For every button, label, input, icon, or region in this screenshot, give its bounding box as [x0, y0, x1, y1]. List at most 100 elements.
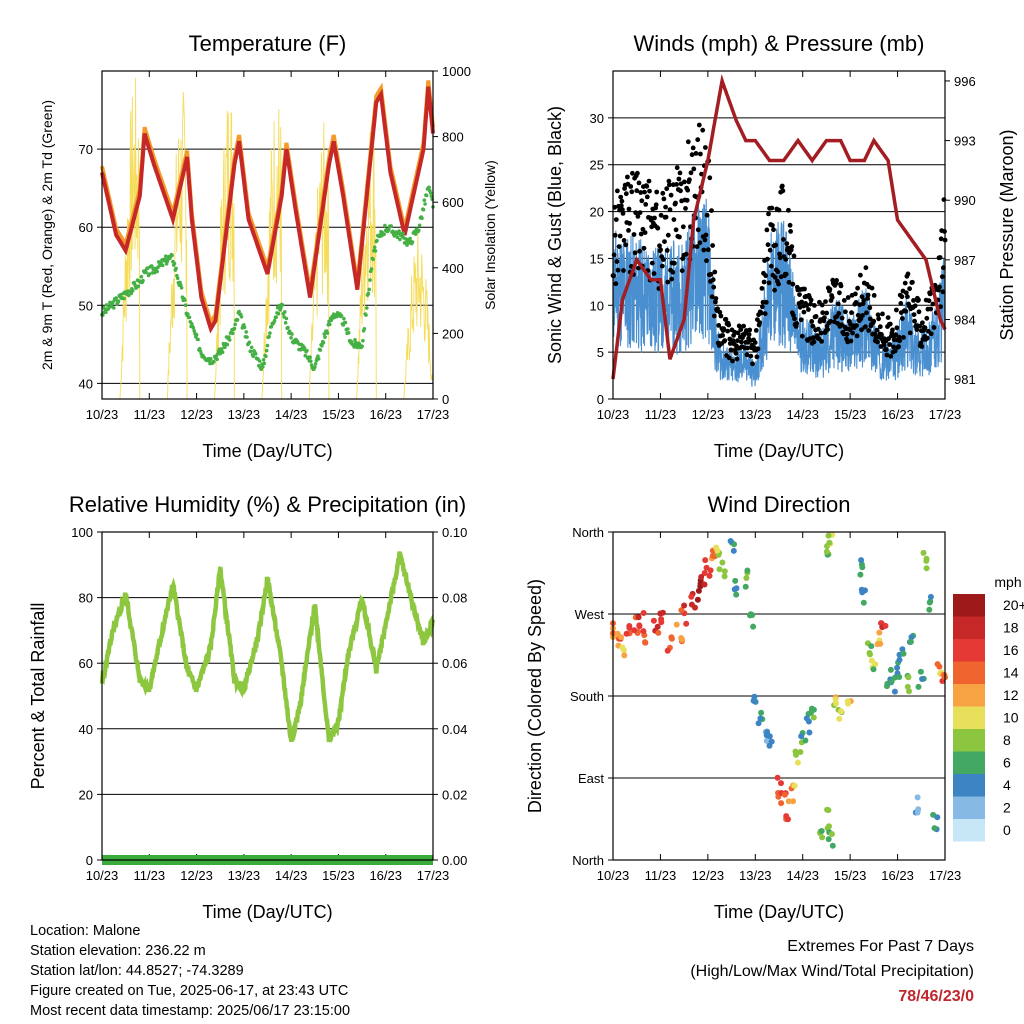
gust-point — [763, 273, 769, 279]
dewpoint-point — [220, 350, 225, 355]
gust-point — [879, 332, 884, 337]
gust-point — [679, 268, 685, 274]
y-tick-label: 20 — [79, 787, 93, 802]
gust-point — [766, 280, 772, 286]
y-right-tick-label: 0.00 — [442, 853, 467, 868]
y-right-tick-label: 200 — [442, 326, 464, 341]
dewpoint-point — [232, 326, 237, 331]
extremes-subtitle: (High/Low/Max Wind/Total Precipitation) — [690, 963, 974, 980]
x-tick-label: 14/23 — [786, 407, 819, 422]
gust-point — [772, 274, 778, 280]
y-right-tick-label: 800 — [442, 130, 464, 145]
dewpoint-point — [289, 336, 293, 340]
y-right-tick-label: 600 — [442, 195, 464, 210]
winds-chart: Winds (mph) & Pressure (mb) 10/23 11/23 12/… — [545, 31, 1017, 461]
gust-point — [797, 292, 802, 297]
direction-point — [688, 601, 695, 608]
gust-point — [781, 237, 786, 242]
direction-point — [919, 676, 926, 682]
gust-point — [674, 182, 679, 187]
temp-2m-line — [100, 86, 435, 334]
gust-point — [685, 187, 691, 193]
x-tick-label: 11/23 — [133, 868, 165, 883]
direction-point — [904, 683, 911, 690]
direction-point — [807, 709, 814, 716]
gust-point — [638, 231, 644, 237]
direction-point — [862, 587, 868, 594]
gust-point — [695, 227, 701, 233]
direction-point — [896, 674, 903, 680]
direction-point — [695, 587, 702, 594]
direction-point — [825, 532, 832, 539]
gust-point — [745, 345, 750, 351]
dewpoint-point — [170, 253, 174, 258]
y-tick-label: 40 — [79, 722, 93, 737]
colorbar-title: mph — [994, 574, 1021, 590]
direction-point — [797, 749, 804, 755]
gust-point — [664, 248, 670, 253]
gust-point — [854, 323, 859, 328]
x-axis-label: Time (Day/UTC) — [202, 441, 332, 461]
gust-point — [753, 328, 759, 333]
colorbar-swatch — [953, 796, 985, 819]
gust-point — [697, 240, 703, 246]
direction-point — [858, 557, 865, 564]
plot-frame — [612, 70, 946, 400]
dewpoint-point — [227, 335, 231, 339]
temperature-chart: Temperature (F) 10/23 11/23 12/23 13/23 14/23… — [39, 31, 498, 461]
gust-point — [613, 217, 619, 223]
gust-point — [626, 228, 631, 233]
extremes-values: 78/46/23/0 — [898, 988, 974, 1005]
gust-point — [853, 300, 859, 305]
direction-point — [823, 548, 830, 555]
gust-point — [892, 348, 898, 354]
y-right-tick-label: 0.06 — [442, 656, 467, 671]
gust-point — [765, 242, 771, 248]
dewpoint-point — [346, 331, 351, 335]
gust-point — [638, 190, 644, 195]
gust-point — [698, 151, 703, 157]
gust-point — [663, 214, 669, 220]
x-tick-label: 11/23 — [133, 407, 165, 422]
y-axis-right-label: Station Pressure (Maroon) — [997, 129, 1017, 340]
dewpoint-point — [267, 334, 271, 339]
y-right-tick-label: 996 — [954, 74, 976, 89]
direction-point — [927, 593, 934, 600]
gust-point — [695, 137, 701, 143]
gust-point — [735, 338, 740, 344]
colorbar-label: 20+ — [1003, 597, 1024, 613]
y-tick-label: 0 — [597, 392, 604, 407]
direction-point — [664, 647, 671, 654]
direction-point — [709, 552, 716, 559]
y-right-tick-label: 984 — [954, 312, 976, 327]
colorbar-swatch — [953, 661, 985, 684]
gust-point — [776, 281, 781, 287]
x-tick-label: 16/23 — [881, 407, 914, 422]
direction-point — [860, 599, 867, 606]
dewpoint-point — [174, 266, 178, 271]
gust-point — [768, 263, 774, 269]
colorbar-label: 0 — [1003, 822, 1011, 838]
dewpoint-point — [175, 276, 180, 281]
direction-point — [621, 652, 628, 659]
dewpoint-point — [116, 299, 121, 303]
gust-point — [850, 330, 855, 336]
y-right-tick-label: 0.04 — [442, 722, 467, 737]
x-tick-label: 17/23 — [929, 868, 962, 883]
direction-point — [926, 599, 933, 606]
y-right-tick-label: 990 — [954, 193, 976, 208]
gust-point — [783, 271, 789, 277]
direction-point — [900, 650, 907, 657]
gust-point — [926, 298, 932, 304]
gust-point — [635, 214, 641, 219]
gust-point — [819, 302, 825, 308]
dewpoint-point — [122, 296, 126, 301]
gust-point — [788, 229, 793, 234]
gust-point — [867, 316, 873, 322]
dewpoint-point — [225, 342, 230, 347]
gust-point — [677, 170, 683, 176]
gust-point — [827, 286, 833, 292]
dewpoint-point — [233, 322, 237, 327]
gust-point — [764, 227, 770, 233]
gust-point — [634, 188, 640, 194]
